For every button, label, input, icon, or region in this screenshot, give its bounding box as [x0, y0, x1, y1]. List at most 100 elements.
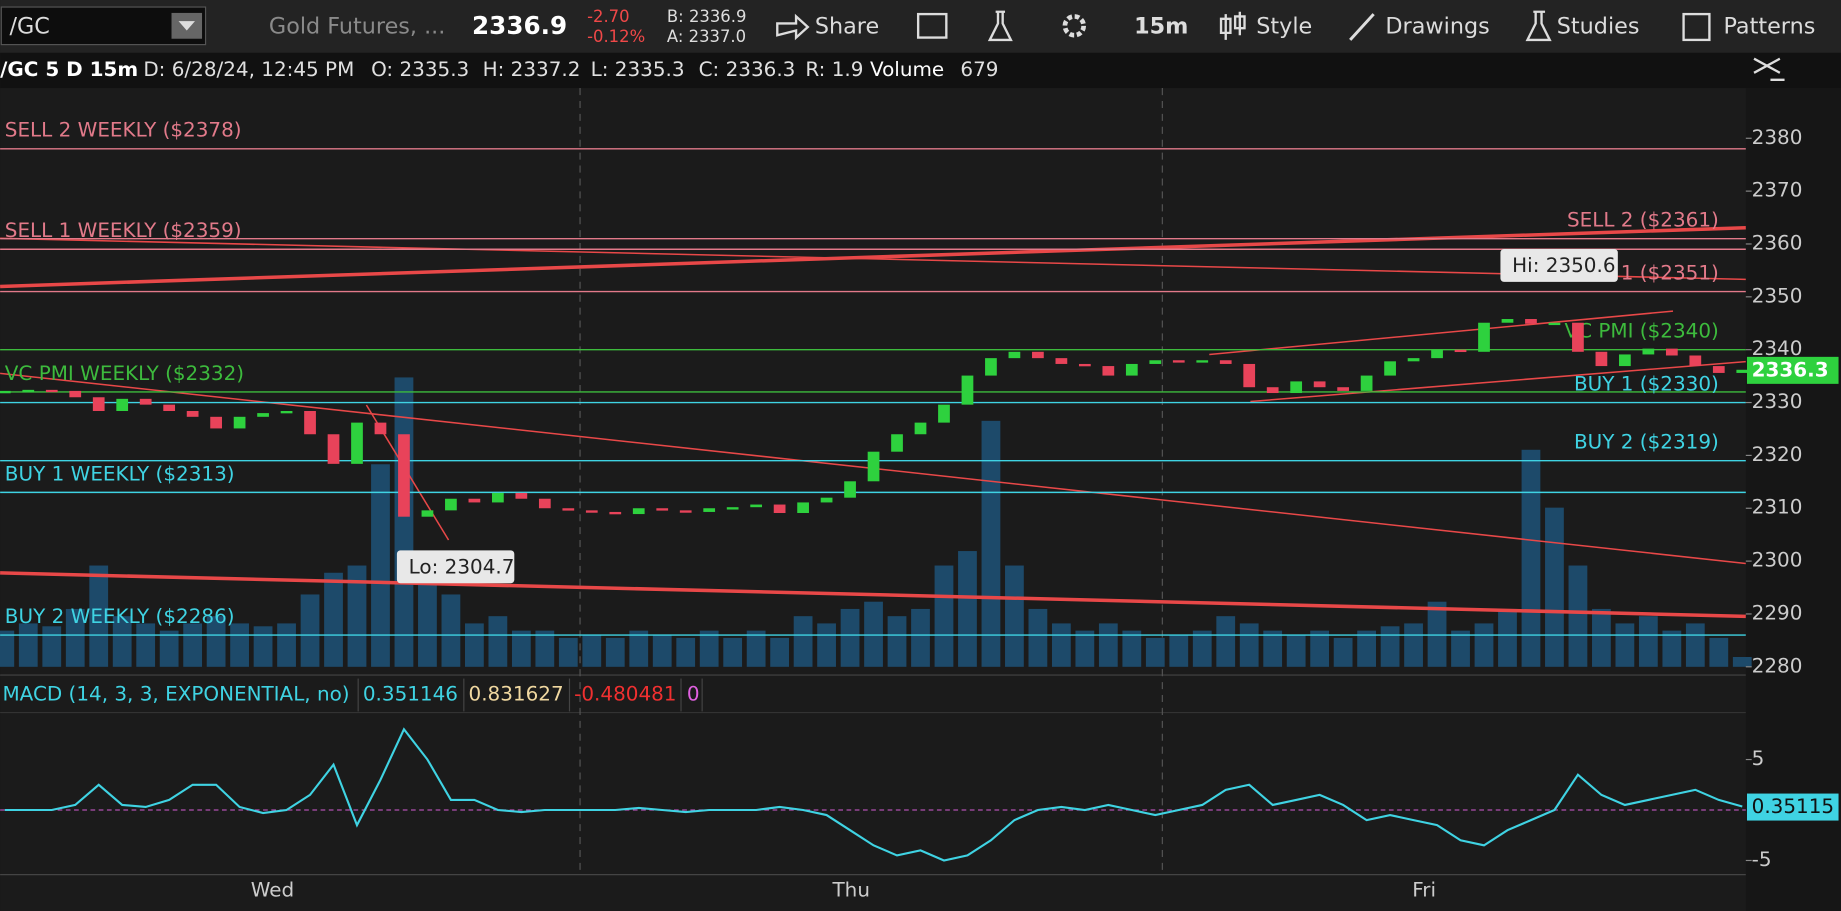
candle [327, 434, 340, 464]
time-label: Fri [1412, 878, 1436, 902]
volume-bar [1310, 630, 1330, 667]
levels-layer: SELL 2 WEEKLY ($2378)SELL 1 WEEKLY ($235… [0, 118, 1746, 636]
current-price-tag [1746, 356, 1839, 384]
trend-line [0, 225, 1746, 289]
ask: A: 2337.0 [667, 27, 746, 46]
candle [914, 422, 927, 435]
candle [844, 481, 856, 498]
volume-bar [1498, 608, 1517, 667]
callout-box [396, 550, 515, 584]
volume-bar [1521, 449, 1541, 667]
lab-icon[interactable] [987, 10, 1013, 42]
y-tick-label: 2380 [1752, 125, 1803, 149]
current-price: 2336.3 [1752, 357, 1829, 381]
candle [726, 507, 739, 510]
price-layer: 2280 2290 2300 2310 2320 2330 2340 2350 2360 2370… [0, 125, 1839, 677]
candle [1172, 360, 1185, 363]
volume-bar [1051, 623, 1071, 667]
symbol[interactable]: /GC [10, 14, 50, 40]
events-icon[interactable] [916, 12, 948, 39]
macd-zero: 0 [687, 681, 700, 705]
style-icon [1219, 11, 1246, 40]
candle [1102, 366, 1115, 376]
volume-bar [1286, 634, 1306, 667]
volume-bar [864, 601, 883, 667]
volume-bar [418, 572, 437, 667]
candle [773, 504, 786, 514]
volume-bar [629, 630, 649, 667]
date: D: 6/28/24, 12:45 PM [143, 57, 354, 81]
dropdown-arrow [178, 21, 195, 31]
candle [1196, 360, 1209, 363]
time-label: Wed [251, 878, 294, 902]
candle [703, 508, 716, 512]
y-tick-label: -5 [1752, 847, 1772, 871]
candle [1407, 358, 1420, 362]
studies-button[interactable]: Studies [1557, 14, 1640, 40]
volume-bar [817, 623, 836, 667]
patterns-button[interactable]: Patterns [1723, 14, 1815, 40]
y-tick-label: 2330 [1752, 389, 1803, 413]
volume-bar [793, 616, 813, 667]
volume-bar [1474, 623, 1494, 667]
volume-bar [183, 623, 203, 667]
candle [421, 510, 434, 517]
candle [280, 410, 293, 414]
macd-current: 0.35115 [1752, 794, 1834, 818]
trend-line [0, 571, 1746, 619]
candle [468, 498, 481, 503]
timeframe-button[interactable]: 15m [1134, 14, 1188, 40]
volume-bar [1028, 608, 1048, 667]
share-button[interactable]: Share [815, 14, 879, 40]
volume-bar [230, 623, 249, 667]
collapse-icon[interactable] [1753, 57, 1785, 82]
candle [163, 404, 176, 411]
volume-label: Volume [870, 57, 944, 81]
volume-bar [347, 565, 367, 667]
volume-bar [18, 623, 38, 667]
candle [585, 510, 598, 513]
callout-label: Hi: 2350.6 [1512, 253, 1615, 277]
style-button[interactable]: Style [1256, 14, 1312, 40]
range: R: 1.9 [805, 57, 863, 81]
candle [515, 492, 528, 499]
volume-bar [1545, 507, 1564, 667]
candle [233, 416, 246, 429]
y-tick-label: 2320 [1752, 442, 1803, 466]
volume-bar [277, 623, 296, 667]
drawings-button[interactable]: Drawings [1385, 14, 1489, 40]
candle [1665, 348, 1678, 356]
candle [304, 410, 316, 435]
candle [656, 508, 669, 511]
candle [1032, 351, 1044, 359]
volume-bar [770, 637, 790, 667]
level-label: BUY 2 ($2319) [1574, 430, 1719, 454]
candle [1337, 387, 1349, 391]
volume-bar [1685, 623, 1705, 667]
y-tick-label: 2370 [1752, 178, 1803, 202]
volume-bar [911, 608, 930, 667]
candle [1149, 360, 1162, 364]
volume-bar [511, 630, 531, 667]
candle [92, 397, 105, 411]
settings-icon[interactable] [1062, 14, 1087, 38]
candle [1078, 363, 1091, 367]
volume-bar [324, 572, 343, 667]
volume-bar [1662, 630, 1682, 667]
macd-title: MACD (14, 3, 3, EXPONENTIAL, no) [2, 681, 349, 705]
candle [1384, 361, 1396, 376]
volume-bar [535, 630, 555, 667]
high: H: 2337.2 [483, 57, 581, 81]
level-label: VC PMI WEEKLY ($2332) [5, 361, 244, 385]
volume-bar [488, 616, 508, 667]
volume-bar [1451, 630, 1470, 667]
volume-bar [371, 464, 390, 667]
candle [1501, 319, 1514, 323]
callout-label: Lo: 2304.7 [409, 554, 515, 578]
volume-bar [89, 565, 109, 667]
level-label: VC PMI ($2340) [1564, 319, 1718, 343]
candle [679, 510, 692, 513]
volume-bar [981, 420, 1001, 667]
